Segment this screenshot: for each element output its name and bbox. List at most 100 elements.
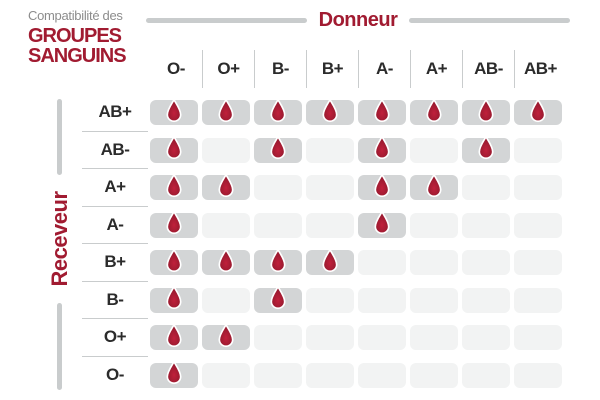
cell-AB+-from-AB+-compatible xyxy=(514,98,562,126)
cell-A--from-AB+-empty xyxy=(514,212,562,238)
matrix-cell-wrap xyxy=(254,357,306,395)
blood-drop-icon xyxy=(218,248,234,272)
cell-B--from-O+-empty xyxy=(202,287,250,313)
matrix-cell-wrap xyxy=(254,94,306,132)
cell-B--from-A+-empty xyxy=(410,287,458,313)
cell-B--from-AB--empty xyxy=(462,287,510,313)
matrix-cell-wrap xyxy=(358,244,410,282)
donor-col-header-AB+: AB+ xyxy=(514,50,566,88)
matrix-cell-wrap xyxy=(202,94,254,132)
matrix-cell-wrap xyxy=(410,282,462,320)
receiver-row-label-AB-: AB- xyxy=(82,132,148,169)
matrix-cell-wrap xyxy=(306,282,358,320)
compatibility-matrix xyxy=(150,94,566,394)
cell-AB--from-AB--compatible xyxy=(462,136,510,163)
cell-A--from-B+-empty xyxy=(306,212,354,238)
matrix-cell-wrap xyxy=(514,282,566,320)
matrix-cell-wrap xyxy=(254,169,306,207)
matrix-cell-wrap xyxy=(514,94,566,132)
blood-drop-icon xyxy=(270,286,286,310)
blood-drop-icon xyxy=(270,98,286,122)
blood-drop-icon xyxy=(166,98,182,122)
cell-AB--from-A--compatible xyxy=(358,136,406,163)
cell-B+-from-A+-empty xyxy=(410,250,458,276)
matrix-cell-wrap xyxy=(462,357,514,395)
cell-O--from-O--compatible xyxy=(150,361,198,388)
cell-AB+-from-O+-compatible xyxy=(202,98,250,126)
cell-AB+-from-B+-compatible xyxy=(306,98,354,126)
blood-drop-icon xyxy=(270,248,286,272)
matrix-cell-wrap xyxy=(514,319,566,357)
blood-drop-icon xyxy=(478,98,494,122)
cell-B+-from-O+-compatible xyxy=(202,248,250,276)
blood-drop-icon xyxy=(374,211,390,235)
matrix-cell-wrap xyxy=(462,244,514,282)
donor-col-header-O+: O+ xyxy=(202,50,254,88)
cell-A+-from-A--compatible xyxy=(358,173,406,201)
cell-B+-from-AB--empty xyxy=(462,250,510,276)
blood-drop-icon xyxy=(166,136,182,160)
matrix-cell-wrap xyxy=(150,169,202,207)
matrix-cell-wrap xyxy=(202,282,254,320)
cell-B--from-AB+-empty xyxy=(514,287,562,313)
blood-drop-icon xyxy=(166,323,182,347)
cell-O--from-AB--empty xyxy=(462,362,510,388)
blood-drop-icon xyxy=(530,98,546,122)
cell-O--from-O+-empty xyxy=(202,362,250,388)
blood-drop-icon xyxy=(478,136,494,160)
matrix-cell-wrap xyxy=(514,207,566,245)
cell-A--from-O+-empty xyxy=(202,212,250,238)
cell-A--from-A--compatible xyxy=(358,211,406,238)
chart-subtitle: Compatibilité des xyxy=(28,8,123,23)
matrix-cell-wrap xyxy=(202,207,254,245)
blood-drop-icon xyxy=(426,98,442,122)
cell-A+-from-B+-empty xyxy=(306,175,354,201)
matrix-cell-wrap xyxy=(462,282,514,320)
cell-AB--from-O+-empty xyxy=(202,137,250,163)
cell-AB+-from-O--compatible xyxy=(150,98,198,126)
matrix-cell-wrap xyxy=(410,132,462,170)
matrix-cell-wrap xyxy=(358,319,410,357)
donor-divider-left xyxy=(146,18,307,23)
cell-AB--from-A+-empty xyxy=(410,137,458,163)
cell-AB+-from-AB--compatible xyxy=(462,98,510,126)
cell-B--from-O--compatible xyxy=(150,286,198,313)
blood-drop-icon xyxy=(166,173,182,197)
matrix-cell-wrap xyxy=(202,357,254,395)
cell-B+-from-A--empty xyxy=(358,250,406,276)
matrix-cell-wrap xyxy=(514,357,566,395)
blood-drop-icon xyxy=(166,248,182,272)
cell-AB--from-O--compatible xyxy=(150,136,198,163)
chart-title-line1: GROUPES xyxy=(28,25,122,47)
receiver-row-labels: AB+ AB- A+ A- B+ B- O+ O- xyxy=(82,94,148,394)
blood-drop-icon xyxy=(166,361,182,385)
matrix-cell-wrap xyxy=(306,132,358,170)
cell-A+-from-AB--empty xyxy=(462,175,510,201)
blood-drop-icon xyxy=(218,323,234,347)
matrix-cell-wrap xyxy=(462,132,514,170)
matrix-cell-wrap xyxy=(358,169,410,207)
matrix-cell-wrap xyxy=(150,94,202,132)
cell-A--from-O--compatible xyxy=(150,211,198,238)
cell-AB--from-B+-empty xyxy=(306,137,354,163)
blood-drop-icon xyxy=(374,98,390,122)
matrix-cell-wrap xyxy=(306,319,358,357)
donor-col-header-B-: B- xyxy=(254,50,306,88)
matrix-cell-wrap xyxy=(358,282,410,320)
blood-drop-icon xyxy=(374,173,390,197)
matrix-cell-wrap xyxy=(254,132,306,170)
cell-O+-from-B+-empty xyxy=(306,325,354,351)
matrix-cell-wrap xyxy=(410,244,462,282)
matrix-cell-wrap xyxy=(254,244,306,282)
matrix-cell-wrap xyxy=(254,319,306,357)
matrix-cell-wrap xyxy=(410,169,462,207)
cell-O+-from-A+-empty xyxy=(410,325,458,351)
receiver-row-label-O+: O+ xyxy=(82,319,148,357)
cell-O+-from-O+-compatible xyxy=(202,323,250,351)
blood-drop-icon xyxy=(218,173,234,197)
matrix-cell-wrap xyxy=(514,132,566,170)
receiver-row-label-B-: B- xyxy=(82,282,148,319)
cell-A+-from-A+-compatible xyxy=(410,173,458,201)
donor-col-header-A+: A+ xyxy=(410,50,462,88)
matrix-cell-wrap xyxy=(358,207,410,245)
